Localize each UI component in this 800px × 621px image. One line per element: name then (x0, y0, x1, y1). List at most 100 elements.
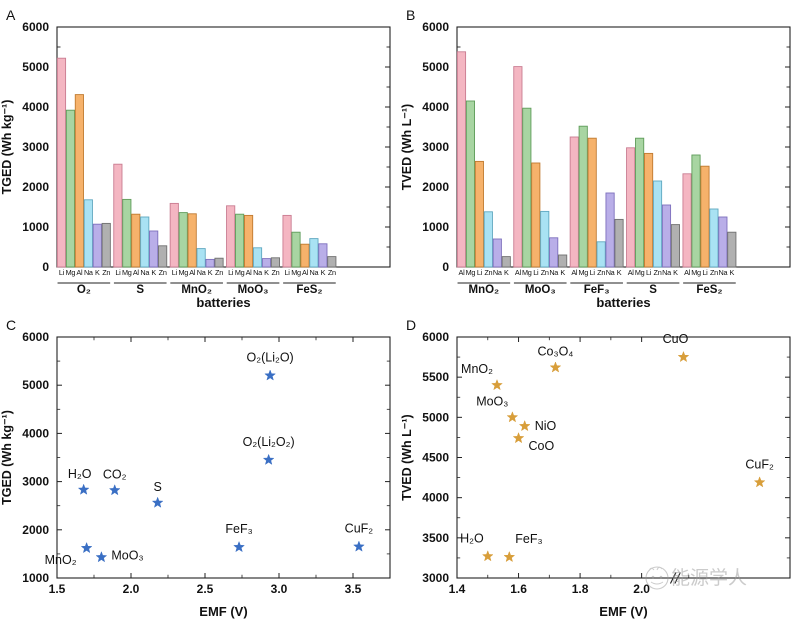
svg-text:Zn: Zn (102, 268, 110, 277)
svg-text:Mg: Mg (122, 268, 132, 277)
svg-text:FeS₂: FeS₂ (696, 284, 722, 296)
svg-text:Li: Li (477, 268, 483, 277)
svg-text:Zn: Zn (654, 268, 662, 277)
svg-text:C: C (6, 317, 16, 333)
svg-text:1.8: 1.8 (572, 582, 589, 596)
svg-text:TGED (Wh kg⁻¹): TGED (Wh kg⁻¹) (0, 100, 14, 195)
svg-text:1000: 1000 (22, 220, 49, 234)
svg-text:EMF (V): EMF (V) (599, 604, 647, 619)
svg-text:4000: 4000 (422, 100, 449, 114)
svg-text:Mg: Mg (466, 268, 476, 277)
svg-text:Na: Na (493, 268, 503, 277)
svg-text:2.0: 2.0 (633, 582, 650, 596)
svg-text:4500: 4500 (422, 451, 449, 465)
svg-text:Na: Na (718, 268, 728, 277)
svg-text:FeF₃: FeF₃ (515, 532, 542, 546)
svg-text:2.0: 2.0 (123, 582, 140, 596)
svg-text:Al: Al (459, 268, 466, 277)
svg-text:FeS₂: FeS₂ (296, 284, 322, 296)
svg-text:TVED (Wh L⁻¹): TVED (Wh L⁻¹) (400, 104, 414, 190)
svg-text:K: K (264, 268, 269, 277)
svg-text:1.4: 1.4 (449, 582, 466, 596)
svg-text:4000: 4000 (22, 100, 49, 114)
svg-text:K: K (617, 268, 622, 277)
svg-text:2000: 2000 (22, 180, 49, 194)
svg-text:2.5: 2.5 (197, 582, 214, 596)
svg-text:H₂O: H₂O (460, 531, 484, 545)
svg-text:Zn: Zn (541, 268, 549, 277)
svg-text:Al: Al (684, 268, 691, 277)
svg-text:Na: Na (140, 268, 150, 277)
svg-text:Al: Al (628, 268, 635, 277)
svg-text:3000: 3000 (422, 140, 449, 154)
svg-text:MoO₃: MoO₃ (111, 548, 143, 562)
svg-text:Mg: Mg (66, 268, 76, 277)
svg-text:O₂(Li₂O): O₂(Li₂O) (247, 351, 294, 365)
svg-text:Li: Li (646, 268, 652, 277)
svg-text:Na: Na (606, 268, 616, 277)
svg-text:Al: Al (189, 268, 196, 277)
svg-text:0: 0 (442, 260, 449, 274)
svg-text:Al: Al (76, 268, 83, 277)
svg-text:3.5: 3.5 (345, 582, 362, 596)
svg-text:Zn: Zn (484, 268, 492, 277)
svg-text:Li: Li (285, 268, 291, 277)
svg-text:K: K (504, 268, 509, 277)
svg-text:Zn: Zn (328, 268, 336, 277)
svg-text:H₂O: H₂O (68, 467, 92, 481)
svg-text:2000: 2000 (422, 180, 449, 194)
svg-text:Li: Li (702, 268, 708, 277)
svg-text:MoO₃: MoO₃ (476, 394, 508, 408)
svg-text:Mg: Mg (235, 268, 245, 277)
svg-text:batteries: batteries (196, 295, 250, 310)
svg-text:2000: 2000 (22, 523, 49, 537)
svg-text:Zn: Zn (215, 268, 223, 277)
svg-text:0: 0 (42, 260, 49, 274)
svg-text:6000: 6000 (422, 330, 449, 344)
svg-text:5000: 5000 (22, 378, 49, 392)
svg-text:A: A (6, 7, 16, 23)
svg-text:S: S (153, 480, 161, 494)
svg-text:Li: Li (115, 268, 121, 277)
svg-text:4000: 4000 (22, 426, 49, 440)
svg-text:K: K (95, 268, 100, 277)
svg-text:K: K (208, 268, 213, 277)
svg-text:Al: Al (133, 268, 140, 277)
svg-text:Li: Li (228, 268, 234, 277)
svg-text:CuF₂: CuF₂ (745, 457, 774, 471)
svg-text:1.5: 1.5 (49, 582, 66, 596)
svg-text:CoO: CoO (529, 439, 555, 453)
svg-text:3000: 3000 (422, 571, 449, 585)
svg-text:Al: Al (571, 268, 578, 277)
svg-text:1.6: 1.6 (510, 582, 527, 596)
svg-text:Li: Li (59, 268, 65, 277)
svg-text:3000: 3000 (22, 475, 49, 489)
svg-text:Al: Al (515, 268, 522, 277)
svg-text:Li: Li (172, 268, 178, 277)
svg-text:Na: Na (662, 268, 672, 277)
svg-text:6000: 6000 (22, 330, 49, 344)
svg-text:CO₂: CO₂ (103, 467, 127, 481)
svg-text:Mg: Mg (522, 268, 532, 277)
svg-text:K: K (560, 268, 565, 277)
svg-text:EMF (V): EMF (V) (199, 604, 247, 619)
svg-text:batteries: batteries (596, 295, 650, 310)
svg-text:Li: Li (590, 268, 596, 277)
svg-text:Zn: Zn (271, 268, 279, 277)
svg-text:NiO: NiO (535, 419, 557, 433)
svg-text:Na: Na (197, 268, 207, 277)
svg-text:TGED (Wh kg⁻¹): TGED (Wh kg⁻¹) (0, 410, 14, 505)
svg-text:O₂(Li₂O₂): O₂(Li₂O₂) (243, 435, 295, 449)
svg-text:CuF₂: CuF₂ (345, 522, 374, 536)
svg-text:1000: 1000 (422, 220, 449, 234)
svg-text:O₂: O₂ (77, 284, 91, 296)
svg-text:3000: 3000 (22, 140, 49, 154)
svg-text:Mg: Mg (635, 268, 645, 277)
svg-text:5500: 5500 (422, 370, 449, 384)
svg-text:CuO: CuO (663, 332, 689, 346)
svg-text:K: K (673, 268, 678, 277)
svg-text:6000: 6000 (422, 20, 449, 34)
svg-text:Li: Li (533, 268, 539, 277)
svg-text:K: K (321, 268, 326, 277)
svg-text:S: S (136, 284, 144, 296)
